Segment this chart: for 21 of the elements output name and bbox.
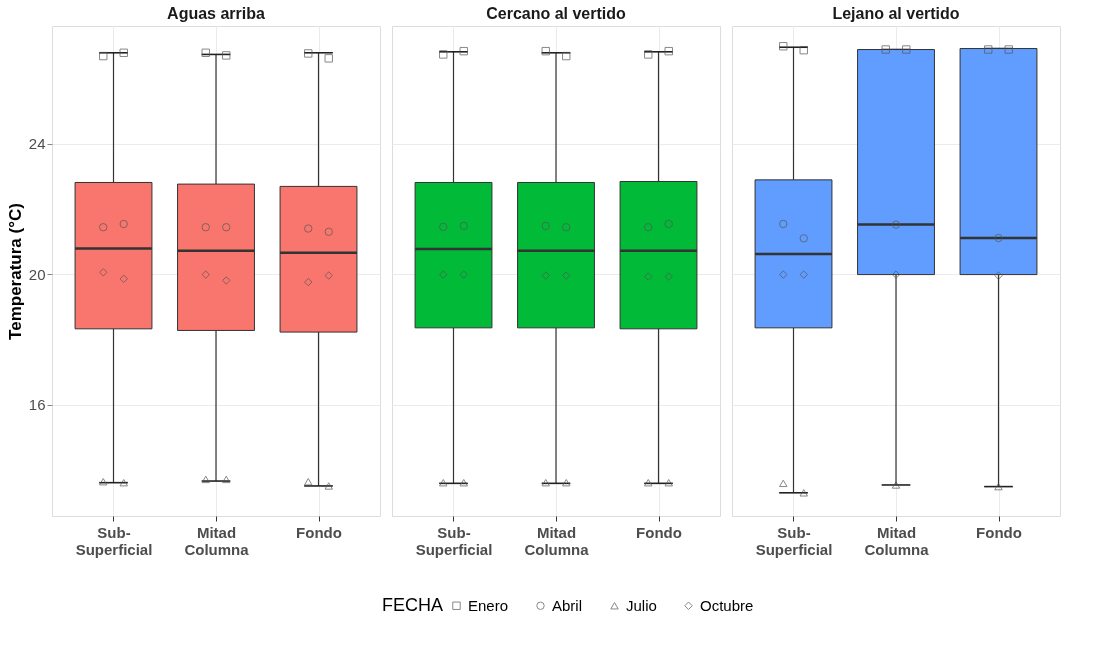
- y-tick-label: 16: [28, 396, 46, 414]
- legend-title: FECHA: [382, 595, 444, 615]
- x-tick-label: Sub- Superficial: [415, 523, 493, 558]
- legend-label: Julio: [626, 596, 657, 614]
- legend-label: Abril: [552, 596, 583, 614]
- x-tick-label: Mitad Columna: [524, 523, 590, 558]
- x-tick-label: Fondo: [976, 523, 1022, 541]
- x-tick-label: Mitad Columna: [864, 523, 930, 558]
- legend-label: Enero: [468, 596, 509, 614]
- x-tick-label: Sub- Superficial: [75, 523, 153, 558]
- chart-title: Cercano al vertido: [486, 5, 627, 22]
- chart-title: Lejano al vertido: [832, 5, 960, 22]
- x-tick-label: Fondo: [636, 523, 682, 541]
- x-tick-label: Sub- Superficial: [755, 523, 833, 558]
- chart-title: Aguas arriba: [167, 5, 266, 22]
- y-axis-title: Temperatura (°C): [5, 203, 25, 340]
- x-tick-label: Mitad Columna: [184, 523, 250, 558]
- y-tick-label: 20: [28, 265, 46, 283]
- y-tick-label: 24: [28, 135, 46, 153]
- x-tick-label: Fondo: [296, 523, 342, 541]
- legend-label: Octubre: [700, 596, 754, 614]
